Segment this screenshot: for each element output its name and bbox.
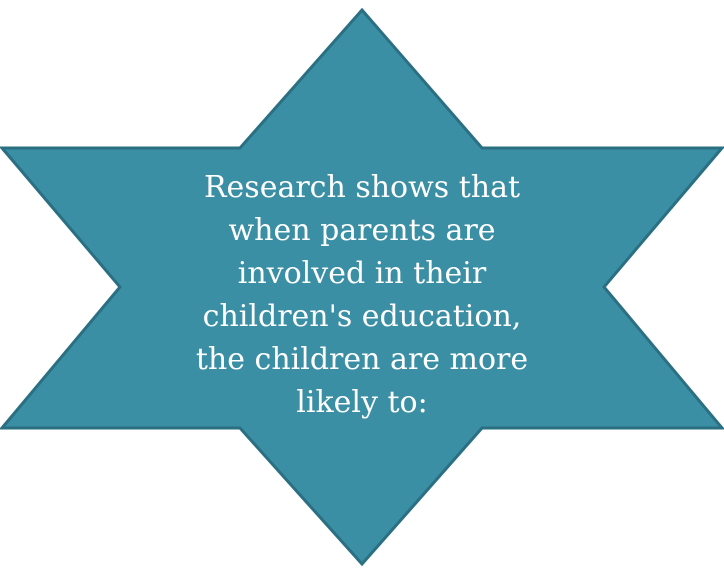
- caption-line-2: when parents are: [228, 213, 496, 248]
- caption-line-6: likely to:: [296, 385, 428, 420]
- star-caption: Research shows that when parents are inv…: [152, 166, 572, 424]
- caption-line-1: Research shows that: [203, 170, 521, 205]
- caption-line-3: involved in their: [237, 256, 487, 291]
- caption-line-5: the children are more: [195, 342, 529, 377]
- caption-line-4: children's education,: [202, 299, 522, 334]
